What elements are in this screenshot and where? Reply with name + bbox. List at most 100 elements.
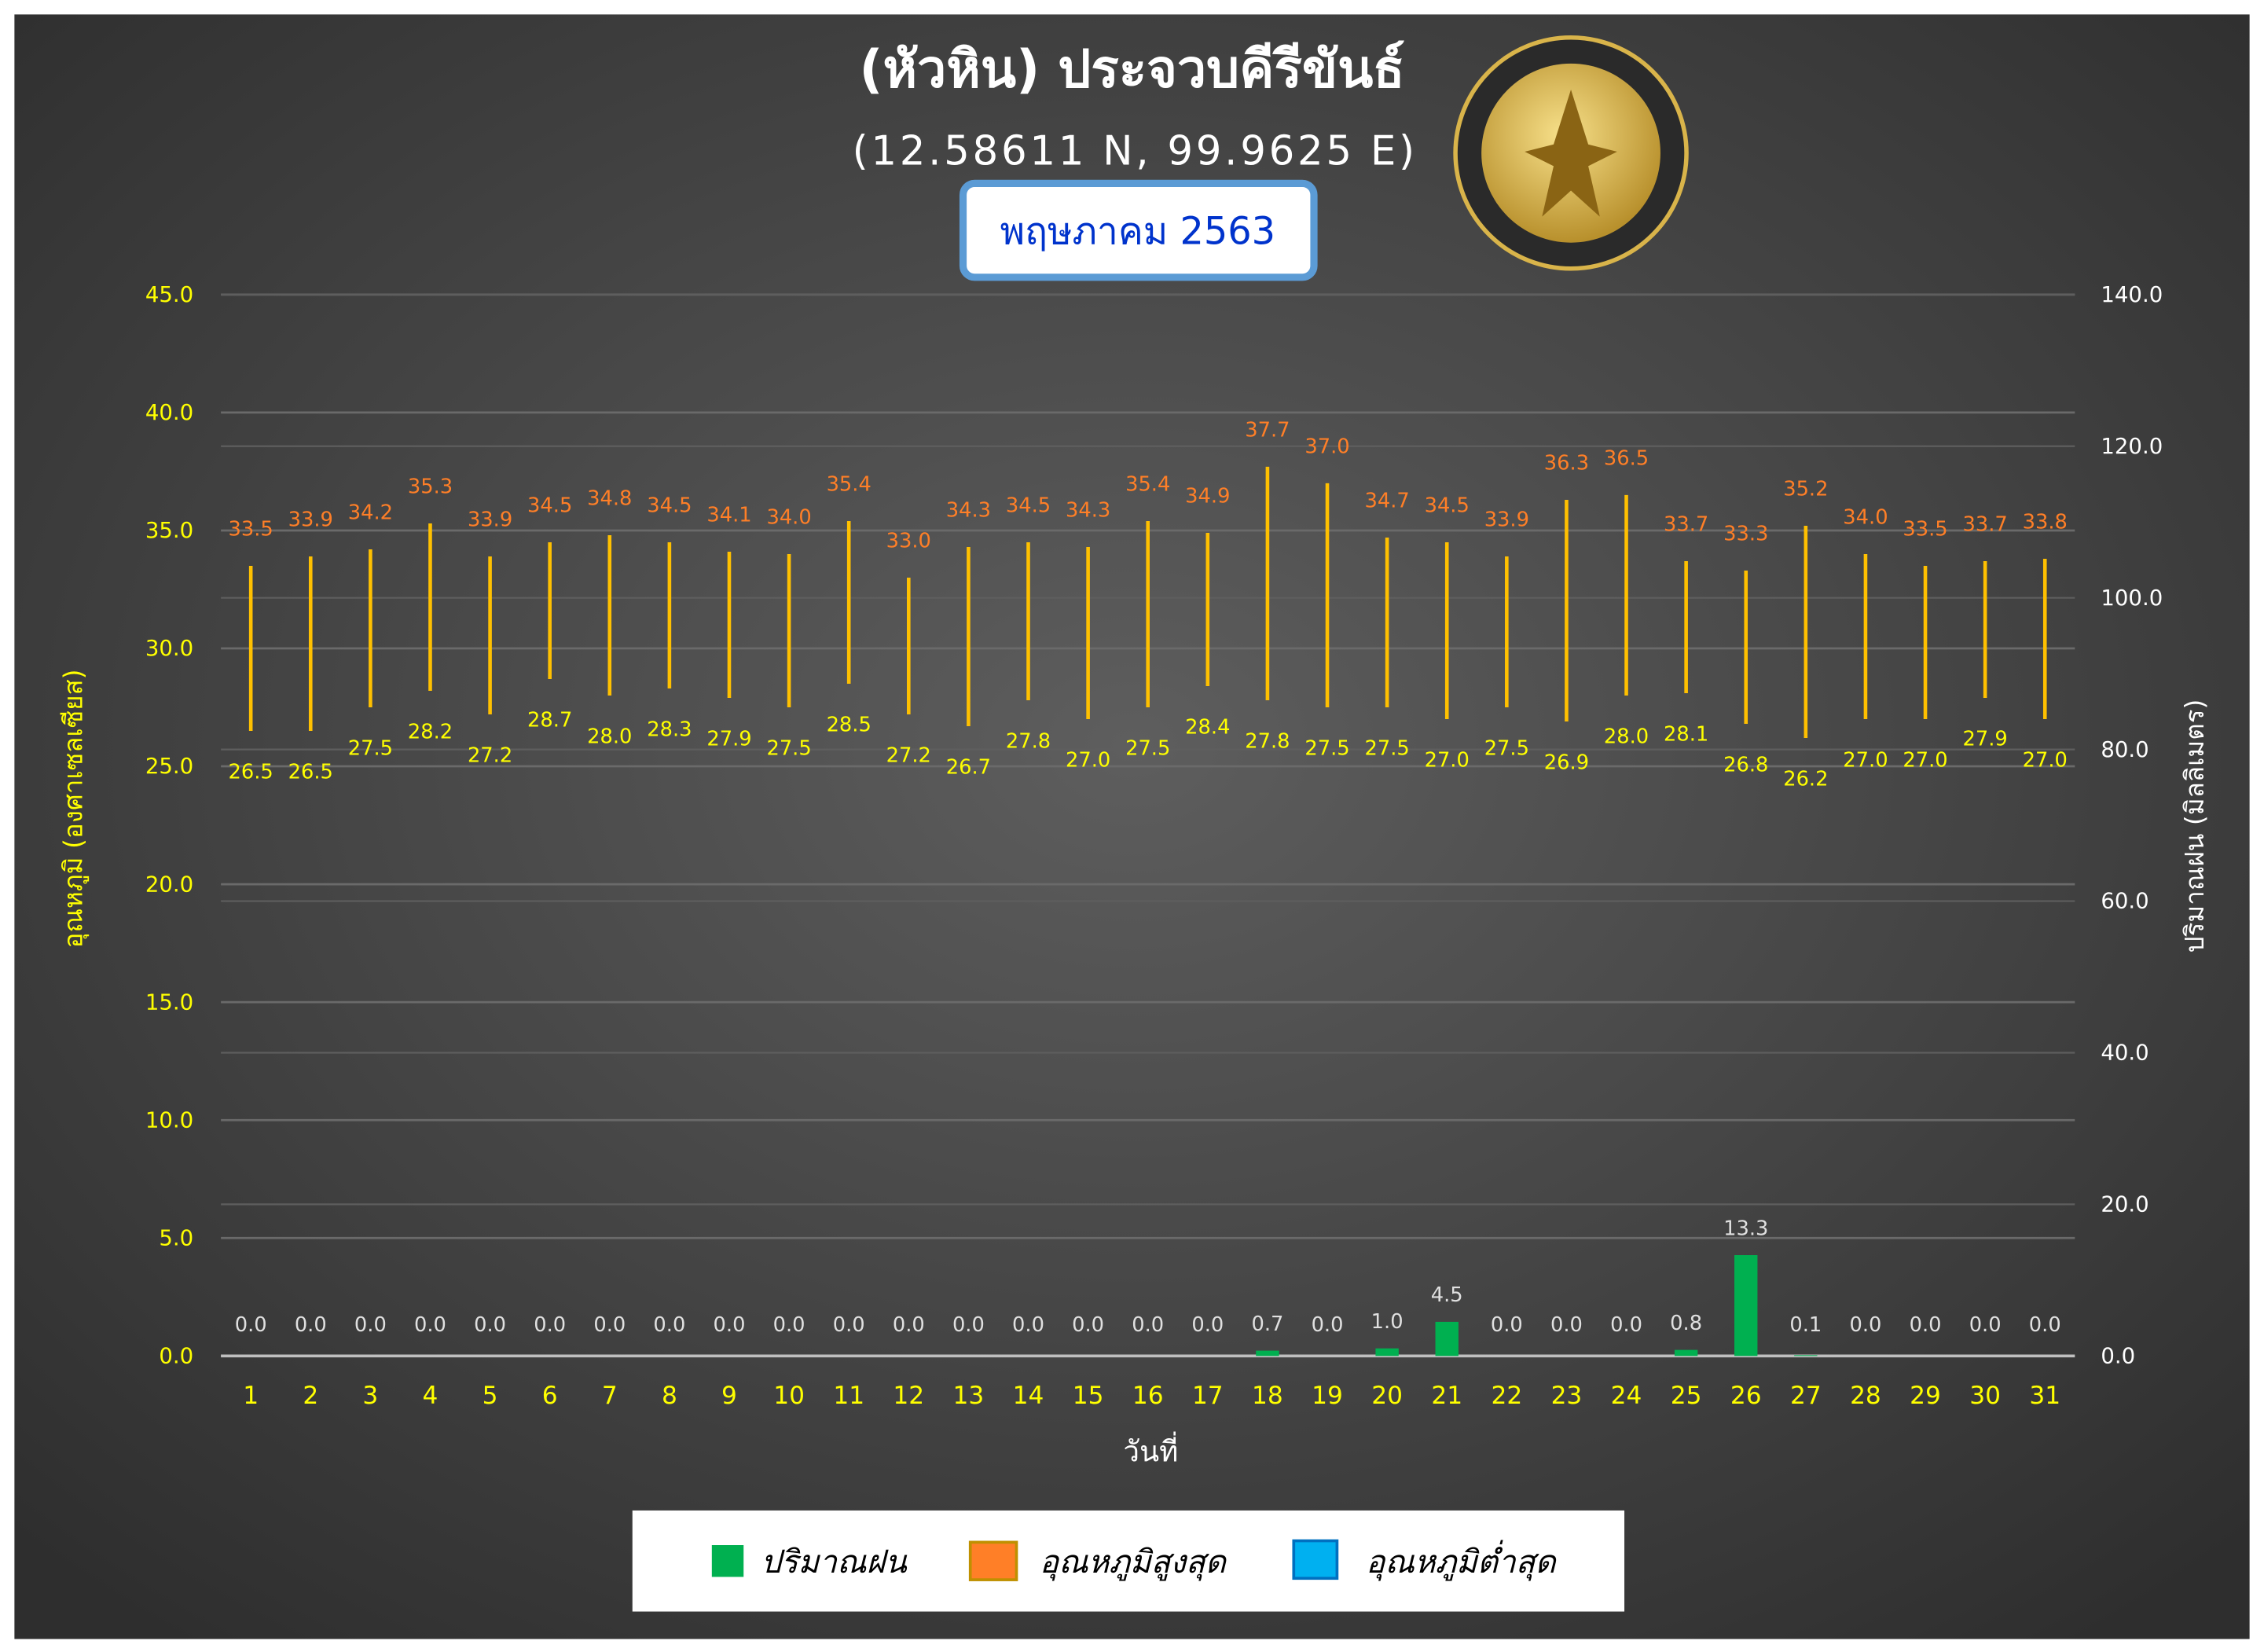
rain-value-label: 0.0 [1491, 1313, 1523, 1337]
y-tick-label: 15.0 [145, 989, 193, 1015]
rain-value-label: 0.0 [1849, 1313, 1881, 1337]
min-temp-label: 28.5 [827, 714, 871, 737]
legend: ปริมาณฝน อุณหภูมิสูงสุด อุณหภูมิต่ำสุด [632, 1510, 1625, 1612]
rain-value-label: 0.0 [773, 1313, 805, 1337]
x-tick-label: 16 [1132, 1382, 1164, 1410]
x-tick-label: 28 [1850, 1382, 1881, 1410]
min-temp-label: 27.2 [468, 744, 512, 768]
legend-swatch-max [968, 1540, 1018, 1581]
max-temp-label: 34.7 [1364, 489, 1409, 512]
min-temp-label: 28.3 [647, 718, 692, 742]
max-temp-label: 33.3 [1723, 522, 1768, 545]
rain-value-label: 0.0 [1191, 1313, 1224, 1337]
rain-value-label: 0.0 [1550, 1313, 1583, 1337]
y2-axis-label: ปริมาณฝน (มิลลิเมตร) [2179, 699, 2210, 953]
max-temp-label: 34.9 [1185, 484, 1230, 508]
min-temp-label: 27.5 [1304, 737, 1349, 761]
station-coordinates: (12.58611 N, 99.9625 E) [853, 127, 1418, 174]
x-tick-label: 4 [423, 1382, 438, 1410]
x-tick-label: 15 [1073, 1382, 1104, 1410]
max-temp-label: 35.4 [1125, 472, 1170, 496]
rain-value-label: 0.0 [2029, 1313, 2061, 1337]
rain-value-label: 0.0 [1012, 1313, 1044, 1337]
max-temp-label: 34.5 [647, 494, 692, 517]
x-tick-label: 5 [483, 1382, 498, 1410]
min-temp-label: 28.7 [527, 709, 572, 732]
max-temp-label: 34.8 [587, 486, 632, 510]
legend-label-min: อุณหภูมิต่ำสุด [1366, 1540, 1557, 1581]
y-tick-label: 30.0 [145, 636, 193, 661]
min-temp-label: 27.0 [1843, 749, 1888, 773]
x-tick-label: 24 [1611, 1382, 1642, 1410]
rain-value-label: 4.5 [1431, 1283, 1463, 1307]
rain-bar [1734, 1255, 1758, 1356]
y-tick-label: 45.0 [145, 282, 193, 307]
y2-tick-label: 60.0 [2101, 889, 2148, 914]
rain-value-label: 0.0 [893, 1313, 925, 1337]
min-temp-label: 27.5 [1364, 737, 1409, 761]
rain-value-label: 0.0 [295, 1313, 327, 1337]
max-temp-label: 36.3 [1544, 451, 1589, 475]
y-tick-label: 5.0 [159, 1225, 193, 1250]
rain-value-label: 0.0 [1132, 1313, 1164, 1337]
max-temp-label: 33.8 [2023, 510, 2068, 534]
x-axis-ticks: 1 2 3 4 5 6 7 8 9 10 11 12 13 14 15 16 17 18 19 20 21 22 23 24 2… [243, 1382, 2060, 1410]
max-temp-label: 33.7 [1963, 512, 2008, 536]
legend-label-rain: ปริมาณฝน [761, 1543, 908, 1580]
max-temp-label: 34.3 [946, 498, 991, 522]
x-tick-label: 11 [833, 1382, 864, 1410]
month-label: พฤษภาคม 2563 [1000, 211, 1275, 254]
min-temp-label: 26.5 [229, 761, 273, 784]
y-tick-label: 20.0 [145, 872, 193, 897]
x-tick-label: 3 [362, 1382, 378, 1410]
min-temp-label: 27.0 [1903, 749, 1947, 773]
max-temp-label: 34.0 [766, 505, 811, 529]
rain-value-label: 0.0 [1969, 1313, 2002, 1337]
min-temp-label: 26.8 [1723, 754, 1768, 777]
rain-value-label: 0.1 [1789, 1313, 1822, 1337]
max-temp-label: 33.0 [886, 529, 931, 553]
x-tick-label: 25 [1671, 1382, 1702, 1410]
rain-value-label: 0.0 [414, 1313, 446, 1337]
max-temp-label: 34.2 [348, 501, 393, 524]
y2-tick-label: 40.0 [2101, 1041, 2148, 1066]
min-temp-label: 27.9 [706, 728, 751, 751]
rain-value-label: 0.0 [833, 1313, 865, 1337]
gridlines [221, 293, 2075, 1358]
month-box [959, 179, 1318, 281]
rain-bar [1375, 1348, 1399, 1356]
max-temp-label: 34.5 [1006, 494, 1051, 517]
x-tick-label: 18 [1252, 1382, 1283, 1410]
rain-value-label: 0.0 [534, 1313, 566, 1337]
max-temp-label: 33.5 [1903, 517, 1947, 541]
min-temp-label: 27.5 [348, 737, 393, 761]
x-tick-label: 22 [1491, 1382, 1522, 1410]
max-temp-label: 33.9 [468, 508, 512, 531]
min-temp-label: 28.4 [1185, 716, 1230, 740]
legend-swatch-min [1292, 1539, 1339, 1580]
min-temp-label: 27.0 [1066, 749, 1110, 773]
y2-tick-label: 140.0 [2101, 282, 2163, 307]
x-tick-label: 13 [953, 1382, 985, 1410]
rain-value-label: 0.0 [1072, 1313, 1104, 1337]
max-temp-label: 36.5 [1604, 446, 1649, 470]
max-temp-label: 33.7 [1664, 512, 1708, 536]
y2-tick-label: 100.0 [2101, 586, 2163, 611]
x-tick-label: 12 [893, 1382, 924, 1410]
chart-background [14, 14, 2250, 1639]
y-tick-label: 0.0 [159, 1344, 193, 1369]
min-temp-label: 27.5 [1125, 737, 1170, 761]
min-temp-label: 28.1 [1664, 723, 1708, 747]
x-tick-label: 30 [1969, 1382, 2001, 1410]
left-axis-ticks: 0.0 5.0 10.0 15.0 20.0 25.0 30.0 35.0 40.0 45.0 [145, 282, 193, 1368]
x-tick-label: 26 [1730, 1382, 1762, 1410]
rain-value-label: 0.0 [354, 1313, 387, 1337]
max-temp-label: 37.7 [1245, 418, 1290, 442]
rain-value-label: 0.0 [714, 1313, 746, 1337]
max-temp-label: 33.9 [1484, 508, 1529, 531]
min-temp-label: 27.9 [1963, 728, 2008, 751]
min-temp-label: 27.5 [766, 737, 811, 761]
min-temp-label: 27.8 [1006, 730, 1051, 754]
x-tick-label: 14 [1013, 1382, 1044, 1410]
